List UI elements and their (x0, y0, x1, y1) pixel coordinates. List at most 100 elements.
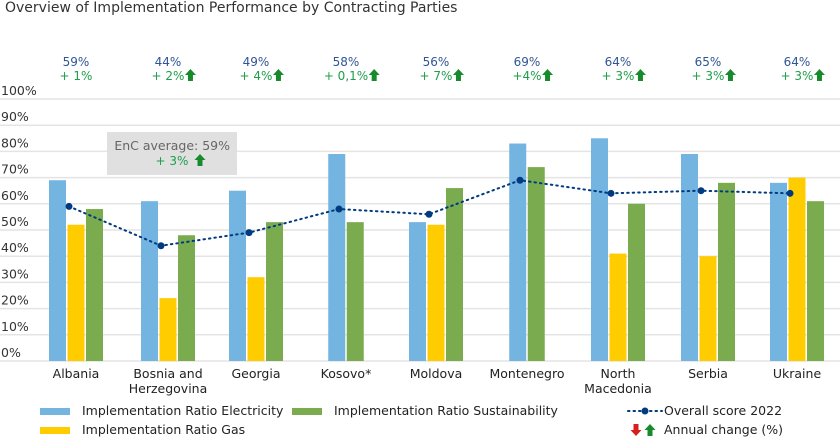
overall-score-point (516, 176, 524, 184)
y-tick-label: 20% (1, 293, 29, 308)
bar-implementation-ratio-sustainability (446, 188, 463, 361)
bar-implementation-ratio-gas (159, 298, 177, 361)
bar-implementation-ratio-electricity (509, 143, 527, 361)
change-label: + 3% (781, 69, 814, 83)
overall-score-point (786, 189, 794, 197)
change-label: + 1% (60, 69, 93, 83)
enc-average-change: + 3% (156, 154, 189, 168)
bar-implementation-ratio-sustainability (346, 222, 364, 361)
x-tick-label: Georgia (231, 366, 280, 381)
bar-implementation-ratio-sustainability (266, 222, 283, 361)
x-tick-label: Macedonia (584, 381, 652, 396)
bar-implementation-ratio-gas (427, 224, 445, 361)
bar-implementation-ratio-gas (699, 256, 717, 361)
enc-average-box (107, 132, 237, 175)
legend-swatch (292, 408, 322, 415)
bar-implementation-ratio-electricity (770, 182, 787, 361)
score-label: 64% (784, 55, 811, 69)
x-tick-label: Bosnia and (133, 366, 202, 381)
x-tick-label: Montenegro (489, 366, 564, 381)
score-label: 64% (605, 55, 632, 69)
arrow-up-icon (184, 69, 196, 81)
bar-implementation-ratio-electricity (409, 222, 426, 361)
change-label: +4% (512, 69, 541, 83)
bar-implementation-ratio-electricity (141, 201, 158, 361)
score-label: 49% (243, 55, 270, 69)
change-label: + 7% (420, 69, 453, 83)
change-label: + 4% (240, 69, 273, 83)
change-label: + 2% (152, 69, 185, 83)
overall-score-point (245, 229, 253, 237)
score-label: 59% (63, 55, 90, 69)
arrow-up-icon (813, 69, 825, 81)
x-tick-label: Ukraine (773, 366, 822, 381)
bar-implementation-ratio-sustainability (628, 203, 645, 361)
x-tick-label: Kosovo* (321, 366, 372, 381)
legend-swatch (40, 427, 70, 434)
overall-score-point (425, 210, 433, 218)
x-tick-label: Moldova (410, 366, 463, 381)
bar-implementation-ratio-gas (247, 277, 265, 361)
arrow-up-icon (542, 69, 554, 81)
x-tick-label: North (601, 366, 636, 381)
legend-label: Implementation Ratio Sustainability (334, 403, 559, 418)
y-tick-label: 50% (1, 214, 29, 229)
overall-score-point (697, 187, 705, 195)
arrow-up-icon (272, 69, 284, 81)
y-tick-label: 10% (1, 319, 29, 334)
overall-score-point (607, 189, 615, 197)
legend-point (641, 407, 649, 415)
y-tick-label: 60% (1, 188, 29, 203)
x-tick-label: Serbia (688, 366, 728, 381)
change-label: + 0,1% (324, 69, 368, 83)
arrow-up-icon (634, 69, 646, 81)
bar-implementation-ratio-sustainability (718, 182, 735, 361)
y-tick-label: 0% (1, 345, 21, 360)
bar-implementation-ratio-sustainability (807, 201, 824, 361)
arrow-up-icon (644, 424, 656, 436)
bar-implementation-ratio-sustainability (86, 209, 103, 361)
bar-implementation-ratio-gas (67, 224, 85, 361)
bar-implementation-ratio-sustainability (178, 235, 195, 361)
bar-implementation-ratio-gas (609, 253, 627, 361)
y-tick-label: 40% (1, 240, 29, 255)
y-tick-label: 80% (1, 135, 29, 150)
overall-score-line (68, 179, 791, 247)
bar-implementation-ratio-sustainability (527, 167, 545, 361)
y-tick-label: 90% (1, 109, 29, 124)
x-tick-label: Herzegovina (129, 381, 208, 396)
x-tick-label: Albania (53, 366, 100, 381)
overall-score-point (157, 242, 165, 250)
bar-implementation-ratio-electricity (49, 180, 66, 361)
y-tick-label: 100% (1, 83, 37, 98)
arrow-up-icon (368, 69, 380, 81)
legend-label: Annual change (%) (664, 422, 783, 437)
legend-label: Implementation Ratio Electricity (82, 403, 284, 418)
bar-implementation-ratio-gas (788, 177, 806, 361)
overall-score-point (335, 205, 343, 213)
arrow-up-icon (724, 69, 736, 81)
y-tick-label: 70% (1, 162, 29, 177)
overall-score-point (65, 202, 73, 210)
bar-implementation-ratio-electricity (229, 190, 246, 361)
bar-implementation-ratio-electricity (591, 138, 608, 361)
bar-implementation-ratio-electricity (328, 154, 346, 361)
change-label: + 3% (602, 69, 635, 83)
score-label: 56% (423, 55, 450, 69)
legend-label: Overall score 2022 (664, 403, 782, 418)
score-label: 58% (333, 55, 360, 69)
arrow-up-icon (194, 154, 206, 166)
enc-average-label: EnC average: 59% (114, 138, 230, 153)
y-tick-label: 30% (1, 266, 29, 281)
bar-implementation-ratio-electricity (681, 154, 698, 361)
score-label: 44% (155, 55, 182, 69)
score-label: 65% (695, 55, 722, 69)
arrow-up-icon (452, 69, 464, 81)
legend-label: Implementation Ratio Gas (82, 422, 245, 437)
legend-swatch (40, 408, 70, 415)
arrow-down-icon (630, 424, 642, 436)
chart-title: Overview of Implementation Performance b… (5, 0, 458, 16)
score-label: 69% (514, 55, 541, 69)
change-label: + 3% (692, 69, 725, 83)
